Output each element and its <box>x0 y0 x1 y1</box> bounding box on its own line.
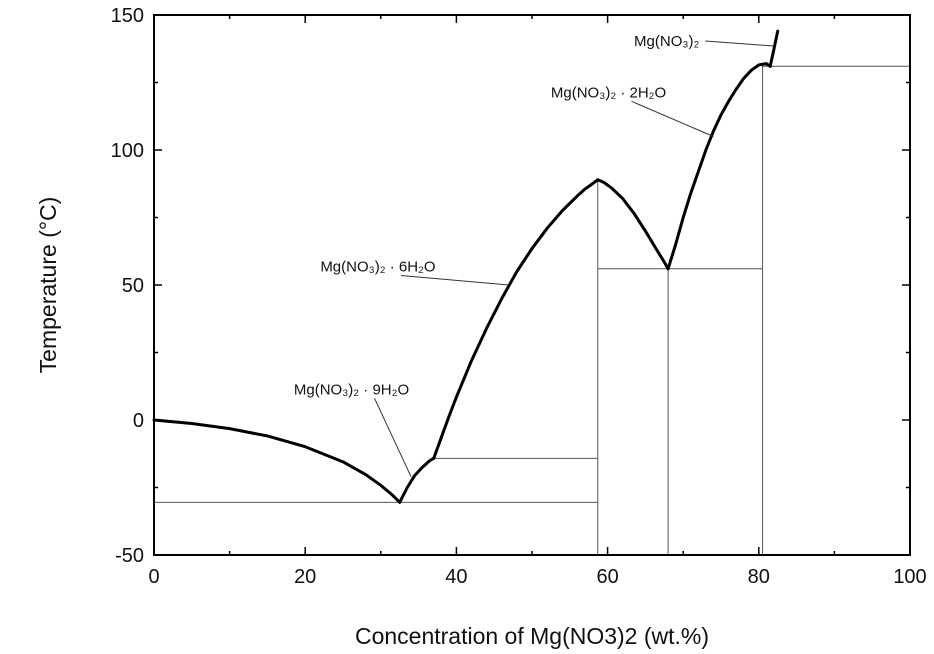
phase-labels: Mg(NO₃)₂ · 9H₂O Mg(NO₃)₂ · 6H₂O Mg(NO₃)₂ ·… <box>294 33 700 398</box>
x-tick-label: 0 <box>148 566 159 588</box>
x-tick-label: 60 <box>596 566 618 588</box>
y-tick-label: -50 <box>115 545 144 567</box>
liquidus-curve-1 <box>398 456 436 504</box>
y-tick-label: 150 <box>111 5 144 27</box>
x-tick-label: 40 <box>445 566 467 588</box>
phase-label-2: Mg(NO₃)₂ · 2H₂O <box>551 84 666 101</box>
axes <box>153 14 911 556</box>
liquidus-curve-4 <box>768 29 780 68</box>
leader-line-3 <box>705 40 774 47</box>
x-axis-title: Concentration of Mg(NO3)2 (wt.%) <box>355 623 709 649</box>
y-tick-label: 50 <box>122 275 144 297</box>
phase-label-1: Mg(NO₃)₂ · 6H₂O <box>320 259 435 276</box>
annotation-leaders <box>374 40 774 477</box>
y-tick-label: 0 <box>133 410 144 432</box>
tie-lines <box>154 63 910 555</box>
phase-label-0: Mg(NO₃)₂ · 9H₂O <box>294 381 409 398</box>
plot-frame <box>153 14 911 556</box>
leader-line-1 <box>400 275 510 286</box>
liquidus-curve-3 <box>666 62 772 271</box>
x-tick-label: 20 <box>294 566 316 588</box>
y-axis-title: Temperature (°C) <box>35 197 61 374</box>
leader-line-0 <box>374 398 412 477</box>
leader-line-2 <box>631 100 714 137</box>
phase-label-3: Mg(NO₃)₂ <box>634 33 699 50</box>
y-tick-label: 100 <box>111 140 144 162</box>
x-tick-label: 100 <box>893 566 926 588</box>
x-tick-label: 80 <box>748 566 770 588</box>
liquidus-curves <box>152 29 780 504</box>
liquidus-curve-2 <box>432 178 670 460</box>
liquidus-curve-0 <box>152 418 402 504</box>
